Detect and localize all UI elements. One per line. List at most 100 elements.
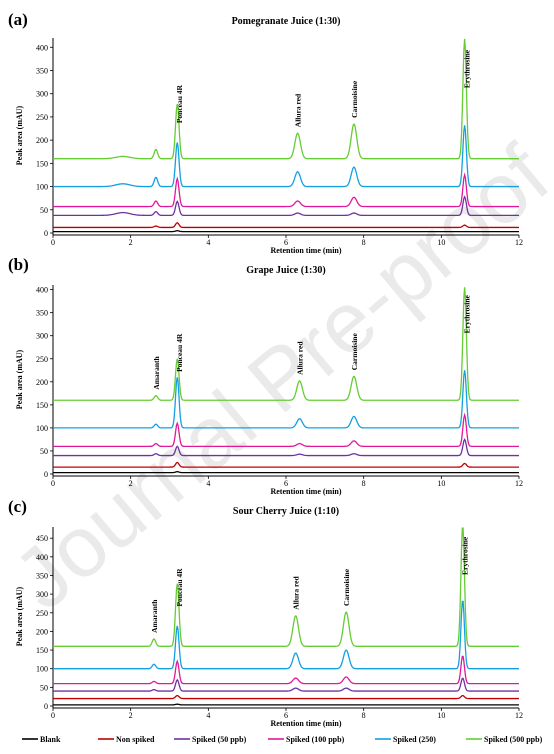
series-line: [53, 471, 519, 474]
series-line: [53, 370, 519, 429]
x-tick-label: 6: [284, 479, 288, 488]
x-tick-label: 2: [129, 238, 133, 247]
x-tick-label: 0: [51, 711, 55, 720]
legend-item: Spiked (500 ppb): [466, 735, 543, 744]
chart-panels: (a) Pomegranate Juice (1:30)0501001502002…: [8, 10, 523, 728]
y-tick-label: 200: [36, 627, 48, 636]
y-tick-label: 250: [36, 113, 48, 122]
x-tick-label: 4: [206, 711, 210, 720]
y-tick-label: 50: [40, 683, 48, 692]
x-tick-label: 0: [51, 238, 55, 247]
y-tick-label: 0: [44, 229, 48, 238]
x-tick-label: 10: [437, 479, 445, 488]
legend-label: Non spiked: [116, 735, 155, 744]
panel-title: Sour Cherry Juice (1:10): [233, 506, 339, 517]
panel-letter: (a): [8, 10, 28, 29]
peak-label: Ponceau 4R: [175, 333, 184, 372]
y-tick-label: 100: [36, 183, 48, 192]
panel-letter: (c): [8, 497, 27, 516]
legend-label: Spiked (500 ppb): [484, 735, 543, 744]
legend-item: Blank: [22, 735, 61, 744]
series-line: [53, 287, 519, 401]
x-tick-label: 0: [51, 479, 55, 488]
legend-item: Non spiked: [98, 735, 155, 744]
x-axis-label: Retention time (min): [270, 719, 341, 728]
x-tick-label: 12: [515, 479, 523, 488]
series-line: [53, 600, 519, 670]
panel-letter: (b): [8, 255, 29, 274]
x-tick-label: 8: [362, 711, 366, 720]
peak-label: Amaranth: [152, 355, 161, 389]
y-tick-label: 250: [36, 355, 48, 364]
y-tick-label: 150: [36, 646, 48, 655]
legend-item: Spiked (50 ppb): [174, 735, 247, 744]
panel-title: Pomegranate Juice (1:30): [232, 16, 341, 27]
x-axis-label: Retention time (min): [270, 246, 341, 255]
x-tick-label: 6: [284, 238, 288, 247]
y-tick-label: 300: [36, 90, 48, 99]
peak-label: Carmoisine: [350, 80, 359, 118]
legend-label: Blank: [40, 735, 61, 744]
peak-label: Erythrosine: [461, 536, 470, 575]
watermark: Journal Pre-proof: [0, 127, 554, 628]
y-tick-label: 150: [36, 159, 48, 168]
x-tick-label: 10: [437, 711, 445, 720]
series-line: [53, 38, 519, 160]
x-tick-label: 4: [206, 479, 210, 488]
x-axis-label: Retention time (min): [270, 487, 341, 496]
x-tick-label: 12: [515, 711, 523, 720]
peak-label: Allura red: [296, 341, 305, 375]
x-tick-label: 12: [515, 238, 523, 247]
y-axis-label: Peak area (mAU): [15, 349, 24, 409]
series-line: [53, 677, 519, 692]
x-tick-label: 4: [206, 238, 210, 247]
y-axis-label: Peak area (mAU): [15, 586, 24, 646]
series-line: [53, 195, 519, 217]
legend-item: Spiked (250): [375, 735, 436, 744]
peak-label: Carmoisine: [342, 568, 351, 606]
y-axis-label: Peak area (mAU): [15, 105, 24, 165]
x-tick-label: 2: [129, 711, 133, 720]
y-tick-label: 0: [44, 702, 48, 711]
chart-panel-3: (c) Sour Cherry Juice (1:10)0501001502002…: [8, 497, 523, 728]
x-tick-label: 8: [362, 479, 366, 488]
series-line: [53, 694, 519, 700]
y-tick-label: 100: [36, 424, 48, 433]
y-tick-label: 300: [36, 590, 48, 599]
series-line: [53, 125, 519, 188]
peak-label: Erythrosine: [463, 49, 472, 88]
legend-label: Spiked (50 ppb): [192, 735, 247, 744]
series-line: [53, 230, 519, 233]
series-line: [53, 655, 519, 685]
panel-title: Grape Juice (1:30): [246, 265, 325, 276]
chart-panel-1: (a) Pomegranate Juice (1:30)0501001502002…: [8, 10, 523, 255]
y-tick-label: 400: [36, 43, 48, 52]
x-tick-label: 6: [284, 711, 288, 720]
peak-label: Allura red: [294, 93, 303, 127]
series-line: [53, 222, 519, 229]
peak-label: Allura red: [292, 576, 301, 610]
y-tick-label: 0: [44, 470, 48, 479]
legend-label: Spiked (100 ppb): [286, 735, 345, 744]
x-tick-label: 10: [437, 238, 445, 247]
y-tick-label: 350: [36, 67, 48, 76]
series-line: [53, 438, 519, 457]
peak-label: Carmoisine: [350, 333, 359, 371]
y-tick-label: 50: [40, 447, 48, 456]
y-tick-label: 200: [36, 378, 48, 387]
series-line: [53, 703, 519, 706]
y-tick-label: 50: [40, 206, 48, 215]
x-tick-label: 8: [362, 238, 366, 247]
y-tick-label: 450: [36, 534, 48, 543]
peak-label: Ponceau 4R: [175, 84, 184, 123]
peak-label: Ponceau 4R: [175, 568, 184, 607]
chart-panel-2: (b) Grape Juice (1:30)0501001502002503003…: [8, 255, 523, 496]
series-line: [53, 412, 519, 447]
y-tick-label: 350: [36, 571, 48, 580]
series-line: [53, 461, 519, 468]
legend-label: Spiked (250): [393, 735, 436, 744]
y-tick-label: 400: [36, 286, 48, 295]
peak-label: Erythrosine: [463, 294, 472, 333]
y-tick-label: 350: [36, 309, 48, 318]
